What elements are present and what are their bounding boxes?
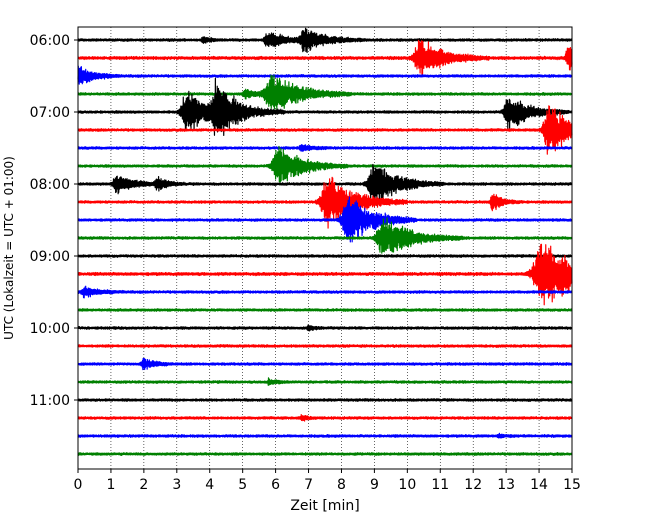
x-tick-label: 10 xyxy=(398,477,416,493)
y-tick-label: 07:00 xyxy=(30,105,70,121)
x-tick-label: 3 xyxy=(172,477,181,493)
trace-line xyxy=(77,74,573,110)
x-tick-label: 11 xyxy=(431,477,449,493)
x-tick-label: 7 xyxy=(304,477,313,493)
x-tick-label: 1 xyxy=(106,477,115,493)
trace-line xyxy=(77,324,573,332)
trace-line xyxy=(77,398,573,402)
trace-line xyxy=(77,27,573,54)
trace-line xyxy=(77,77,573,136)
plot-frame xyxy=(77,26,573,470)
trace-line xyxy=(77,377,573,386)
y-tick-label: 06:00 xyxy=(30,33,70,49)
x-axis: 0 1 2 3 4 5 6 7 8 9 10 11 12 13 14 15 xyxy=(74,469,581,493)
trace-line xyxy=(77,344,573,348)
y-tick-label: 11:00 xyxy=(30,393,70,409)
trace-line xyxy=(77,243,573,306)
trace-line xyxy=(77,285,573,299)
x-tick-label: 15 xyxy=(563,477,581,493)
trace-line xyxy=(77,308,573,312)
trace-line xyxy=(77,432,573,439)
trace-group xyxy=(77,27,573,456)
x-tick-label: 12 xyxy=(464,477,482,493)
x-tick-label: 8 xyxy=(337,477,346,493)
x-tick-label: 9 xyxy=(370,477,379,493)
x-tick-label: 4 xyxy=(205,477,214,493)
y-axis-label: UTC (Lokalzeit = UTC + 01:00) xyxy=(2,156,16,340)
trace-line xyxy=(77,217,573,254)
trace-line xyxy=(77,357,573,371)
trace-line xyxy=(77,39,573,78)
x-tick-label: 2 xyxy=(139,477,148,493)
x-tick-label: 13 xyxy=(497,477,515,493)
x-tick-label: 0 xyxy=(74,477,83,493)
y-tick-label: 10:00 xyxy=(30,321,70,337)
trace-line xyxy=(77,105,573,155)
y-tick-label: 09:00 xyxy=(30,249,70,265)
trace-line xyxy=(77,414,573,422)
trace-line xyxy=(77,254,573,258)
x-tick-label: 5 xyxy=(238,477,247,493)
x-tick-label: 6 xyxy=(271,477,280,493)
trace-line xyxy=(77,145,573,186)
trace-line xyxy=(77,65,573,85)
trace-line xyxy=(77,176,573,229)
x-axis-label: Zeit [min] xyxy=(290,498,359,514)
y-axis: 06:00 07:00 08:00 09:00 10:00 11:00 xyxy=(30,33,78,409)
trace-line xyxy=(77,196,573,243)
y-tick-label: 08:00 xyxy=(30,177,70,193)
trace-line xyxy=(77,163,573,207)
plot-frame-background xyxy=(78,27,572,469)
trace-line xyxy=(77,452,573,456)
trace-line xyxy=(77,143,573,152)
x-tick-label: 14 xyxy=(530,477,548,493)
